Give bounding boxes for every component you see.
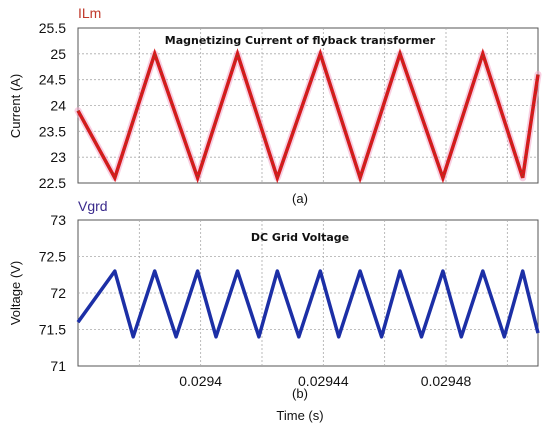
y-tick-label: 24 [50,98,66,114]
y-tick-label: 73 [50,212,66,228]
signal-label-b: Vgrd [78,198,108,214]
y-tick-label: 25.5 [39,20,66,36]
y-tick-label: 24.5 [39,72,66,88]
grid-b [78,220,538,366]
y-tick-label: 23.5 [39,123,66,139]
series-a [74,48,542,184]
series-line [76,269,540,339]
x-tick-label: 0.02944 [298,373,349,389]
x-tick-label: 0.0294 [179,373,222,389]
y-tick-label: 72 [50,285,66,301]
y-tick-label: 72.5 [39,249,66,265]
caption-a: (a) [292,191,308,206]
y-axis-label-b: Voltage (V) [8,261,23,325]
x-tick-label: 0.02948 [421,373,472,389]
x-axis-label: Time (s) [276,408,323,423]
y-ticks-b: 71 71.5 72 72.5 73 [39,212,66,374]
panel-a: 22.5 23 23.5 24 24.5 25 25.5 Current (A) ILm M… [8,5,542,206]
y-tick-label: 25 [50,46,66,62]
x-ticks-b: 0.0294 0.02944 0.02948 [179,373,471,389]
y-ticks-a: 22.5 23 23.5 24 24.5 25 25.5 [39,20,66,191]
y-tick-label: 23 [50,149,66,165]
panel-b: 71 71.5 72 72.5 73 0.0294 0.02944 0.02948 Volt… [8,198,540,423]
y-tick-label: 71.5 [39,322,66,338]
y-tick-label: 22.5 [39,175,66,191]
y-tick-label: 71 [50,358,66,374]
series-line [76,48,540,184]
series-b [76,269,540,339]
caption-b: (b) [292,386,308,401]
chart-title-a: Magnetizing Current of flyback transform… [165,34,436,47]
signal-label-a: ILm [78,5,101,21]
y-axis-label-a: Current (A) [8,74,23,138]
chart-title-b: DC Grid Voltage [251,231,349,244]
